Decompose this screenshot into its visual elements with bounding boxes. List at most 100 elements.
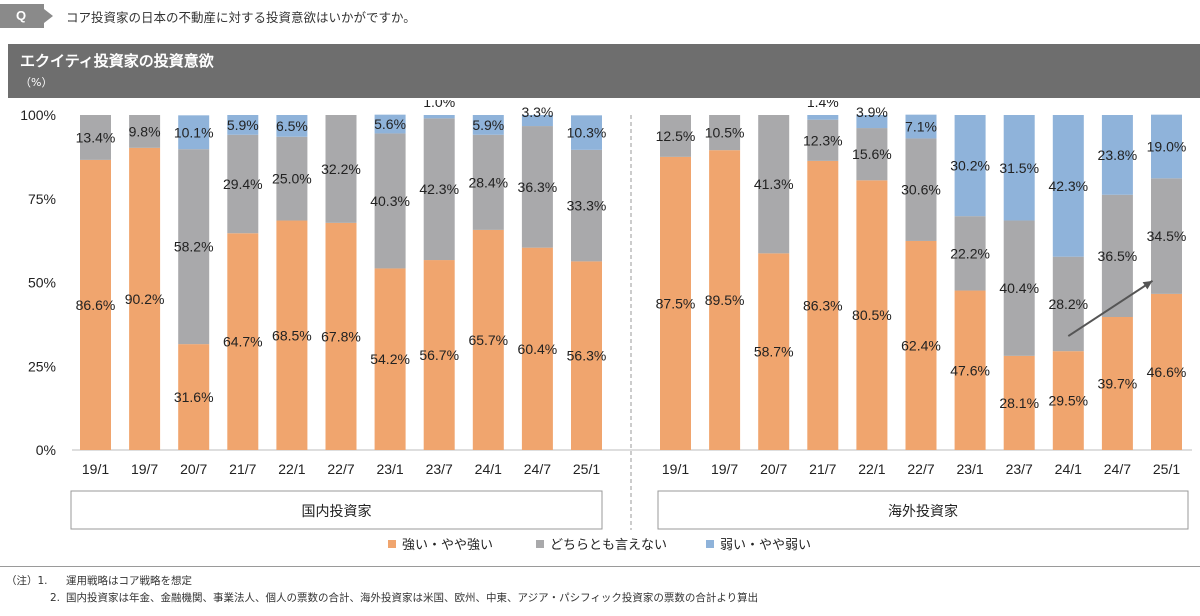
legend-label-weak: 弱い・やや弱い [720, 538, 812, 553]
bar-segment-neutral [276, 136, 308, 221]
data-label-neutral: 9.8% [129, 123, 161, 139]
bar-segment-strong [905, 240, 937, 450]
chart-title: エクイティ投資家の投資意欲 [20, 52, 214, 70]
x-tick-label: 20/7 [180, 461, 207, 477]
data-label-neutral: 12.3% [803, 132, 843, 148]
bar-segment-weak [1151, 114, 1182, 179]
bar-segment-weak [1052, 115, 1084, 257]
data-label-strong: 46.6% [1147, 364, 1187, 380]
data-label-strong: 86.3% [803, 297, 843, 313]
x-tick-label: 24/7 [1104, 461, 1131, 477]
data-label-strong: 60.4% [518, 341, 558, 357]
data-label-strong: 28.1% [999, 395, 1039, 411]
x-tick-label: 20/7 [760, 461, 787, 477]
note-line-1: （注）1. 運用戦略はコア戦略を想定 [6, 573, 192, 588]
data-label-strong: 62.4% [901, 337, 941, 353]
bar-segment-neutral [758, 115, 790, 254]
data-label-neutral: 32.2% [321, 161, 361, 177]
bar-segment-neutral [374, 133, 406, 269]
data-label-weak: 10.1% [174, 124, 214, 140]
bar-segment-neutral [472, 134, 504, 230]
x-tick-label: 23/1 [376, 461, 403, 477]
x-tick-label: 19/1 [662, 461, 689, 477]
data-label-strong: 54.2% [370, 351, 410, 367]
question-arrow-icon [44, 9, 53, 23]
bar-segment-neutral [80, 115, 111, 160]
data-label-strong: 87.5% [656, 295, 696, 311]
legend-item-strong: 強い・やや強い [388, 534, 493, 553]
bar-segment-neutral [521, 126, 553, 248]
data-label-weak: 5.9% [227, 117, 259, 133]
bar-segment-weak [954, 115, 986, 217]
data-label-strong: 67.8% [321, 328, 361, 344]
legend-label-strong: 強い・やや強い [402, 538, 494, 553]
bar-segment-weak [807, 115, 839, 120]
data-label-strong: 31.6% [174, 389, 214, 405]
bar-segment-neutral [129, 115, 161, 148]
group-label: 国内投資家 [302, 503, 372, 519]
data-label-neutral: 29.4% [223, 176, 263, 192]
bar-segment-strong [423, 260, 455, 450]
data-label-weak: 42.3% [1048, 178, 1088, 194]
data-label-neutral: 40.4% [999, 280, 1039, 296]
group-label-box [657, 490, 1189, 530]
x-tick-label: 22/7 [907, 461, 934, 477]
x-tick-label: 24/7 [524, 461, 551, 477]
bar-segment-strong [521, 247, 553, 450]
bar-segment-strong [178, 344, 210, 450]
data-label-neutral: 42.3% [419, 181, 459, 197]
x-tick-label: 23/7 [426, 461, 453, 477]
legend-item-neutral: どちらとも言えない [536, 534, 667, 553]
bar-segment-strong [856, 180, 888, 450]
bar-segment-neutral [1003, 220, 1035, 356]
bar-segment-neutral [856, 128, 888, 181]
data-label-neutral: 40.3% [370, 193, 410, 209]
data-label-neutral: 36.3% [518, 179, 558, 195]
x-tick-label: 25/1 [1153, 461, 1180, 477]
group-label: 海外投資家 [888, 503, 958, 519]
x-tick-label: 24/1 [475, 461, 502, 477]
data-label-weak: 1.4% [807, 100, 839, 110]
x-tick-label: 23/7 [1006, 461, 1033, 477]
bar-segment-strong [129, 147, 161, 450]
bar-segment-weak [423, 115, 455, 119]
bar-segment-neutral [905, 138, 937, 241]
bar-segment-neutral [571, 149, 602, 262]
bar-segment-neutral [709, 115, 741, 151]
data-label-weak: 19.0% [1147, 138, 1187, 154]
bar-segment-strong [660, 156, 691, 450]
x-tick-label: 19/7 [711, 461, 738, 477]
legend-swatch-weak [706, 539, 714, 548]
data-label-weak: 3.9% [856, 104, 888, 120]
data-label-weak: 5.6% [374, 116, 406, 132]
bar-segment-weak [1003, 115, 1035, 221]
data-label-neutral: 25.0% [272, 171, 312, 187]
x-tick-label: 23/1 [956, 461, 983, 477]
bar-segment-weak [905, 114, 937, 139]
data-label-strong: 68.5% [272, 327, 312, 343]
data-label-neutral: 28.2% [1048, 296, 1088, 312]
data-label-weak: 10.3% [567, 125, 607, 141]
bar-segment-neutral [807, 119, 839, 161]
note-line-2: 2. 国内投資家は年金、金融機関、事業法人、個人の票数の合計、海外投資家は米国、欧… [6, 590, 758, 605]
y-tick-label: 50% [28, 275, 56, 291]
legend-label-neutral: どちらとも言えない [550, 538, 668, 553]
bar-segment-strong [954, 290, 986, 450]
data-label-strong: 64.7% [223, 334, 263, 350]
bar-segment-strong [1003, 355, 1035, 450]
data-label-neutral: 28.4% [468, 174, 508, 190]
chart-title-banner: エクイティ投資家の投資意欲 （%） [8, 44, 1200, 98]
data-label-strong: 39.7% [1098, 376, 1138, 392]
bar-segment-strong [80, 159, 111, 450]
bar-segment-weak [374, 114, 406, 134]
data-label-neutral: 22.2% [950, 245, 990, 261]
stacked-bar-chart: 0% 25% 50% 75% 100% 86.6% 13.4% 19/1 90.2% 9.8% 19… [20, 100, 1192, 530]
chart-unit-label: （%） [20, 76, 53, 89]
bar-segment-strong [807, 160, 839, 450]
legend-swatch-strong [388, 539, 396, 548]
x-tick-label: 21/7 [229, 461, 256, 477]
data-label-strong: 56.3% [567, 348, 607, 364]
y-tick-label: 0% [36, 442, 56, 458]
data-label-neutral: 15.6% [852, 146, 892, 162]
bar-segment-neutral [227, 134, 259, 234]
